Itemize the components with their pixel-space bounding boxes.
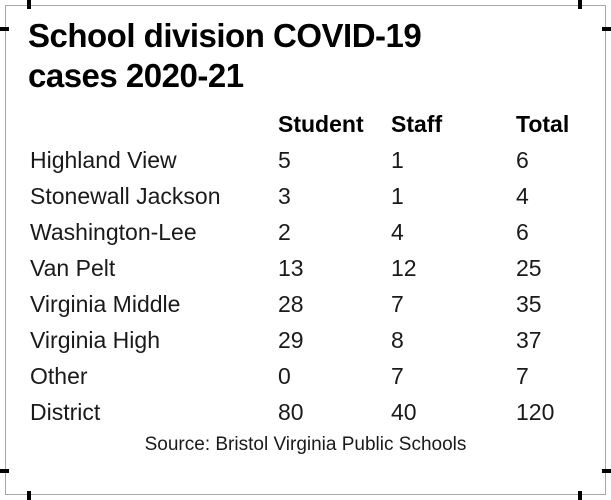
- crop-mark: [27, 491, 31, 500]
- column-header-staff: Staff: [391, 111, 443, 137]
- cell-total: 4: [516, 183, 529, 209]
- cell-staff: 4: [391, 219, 404, 245]
- crop-mark: [602, 469, 611, 473]
- row-label: Van Pelt: [30, 255, 116, 281]
- cell-student: 80: [278, 399, 304, 425]
- table-row: Van Pelt 13 12 25: [0, 250, 611, 286]
- column-header-student: Student: [278, 111, 364, 137]
- table-body: Highland View 5 1 6 Stonewall Jackson 3 …: [0, 142, 611, 430]
- cell-total: 6: [516, 147, 529, 173]
- table-row: District 80 40 120: [0, 394, 611, 430]
- row-label: Highland View: [30, 147, 177, 173]
- cell-total: 6: [516, 219, 529, 245]
- crop-mark: [578, 491, 582, 500]
- column-header-total: Total: [516, 111, 570, 137]
- row-label: Virginia High: [30, 327, 160, 353]
- cell-student: 5: [278, 147, 291, 173]
- crop-mark: [602, 27, 611, 31]
- table-row: Highland View 5 1 6: [0, 142, 611, 178]
- chart-title-line-2: cases 2020-21: [28, 57, 244, 94]
- crop-mark: [27, 0, 31, 9]
- row-label: District: [30, 399, 101, 425]
- table-header-row: Student Staff Total: [0, 106, 611, 142]
- cell-student: 29: [278, 327, 304, 353]
- cell-staff: 1: [391, 147, 404, 173]
- crop-mark: [0, 469, 9, 473]
- cell-total: 120: [516, 399, 555, 425]
- crop-mark: [578, 0, 582, 9]
- cell-staff: 1: [391, 183, 404, 209]
- crop-mark: [0, 27, 9, 31]
- table-row: Washington-Lee 2 4 6: [0, 214, 611, 250]
- cell-staff: 7: [391, 363, 404, 389]
- cell-student: 3: [278, 183, 291, 209]
- cell-staff: 7: [391, 291, 404, 317]
- cell-staff: 12: [391, 255, 417, 281]
- cell-student: 2: [278, 219, 291, 245]
- cell-student: 0: [278, 363, 291, 389]
- row-label: Other: [30, 363, 88, 389]
- cell-total: 37: [516, 327, 542, 353]
- chart-title-line-1: School division COVID-19: [28, 17, 422, 54]
- cell-staff: 40: [391, 399, 417, 425]
- cell-staff: 8: [391, 327, 404, 353]
- row-label: Virginia Middle: [30, 291, 181, 317]
- source-attribution: Source: Bristol Virginia Public Schools: [144, 434, 467, 455]
- cell-student: 28: [278, 291, 304, 317]
- cell-total: 35: [516, 291, 542, 317]
- chart-title: School division COVID-19 cases 2020-21: [28, 16, 591, 96]
- table-row: Virginia Middle 28 7 35: [0, 286, 611, 322]
- table-row: Stonewall Jackson 3 1 4: [0, 178, 611, 214]
- column-header-school: [30, 106, 278, 142]
- cell-total: 7: [516, 363, 529, 389]
- covid-cases-table: Student Staff Total Highland View 5 1 6 …: [0, 106, 611, 430]
- table-row: Virginia High 29 8 37: [0, 322, 611, 358]
- table-row: Other 0 7 7: [0, 358, 611, 394]
- cell-total: 25: [516, 255, 542, 281]
- cell-student: 13: [278, 255, 304, 281]
- row-label: Stonewall Jackson: [30, 183, 221, 209]
- row-label: Washington-Lee: [30, 219, 197, 245]
